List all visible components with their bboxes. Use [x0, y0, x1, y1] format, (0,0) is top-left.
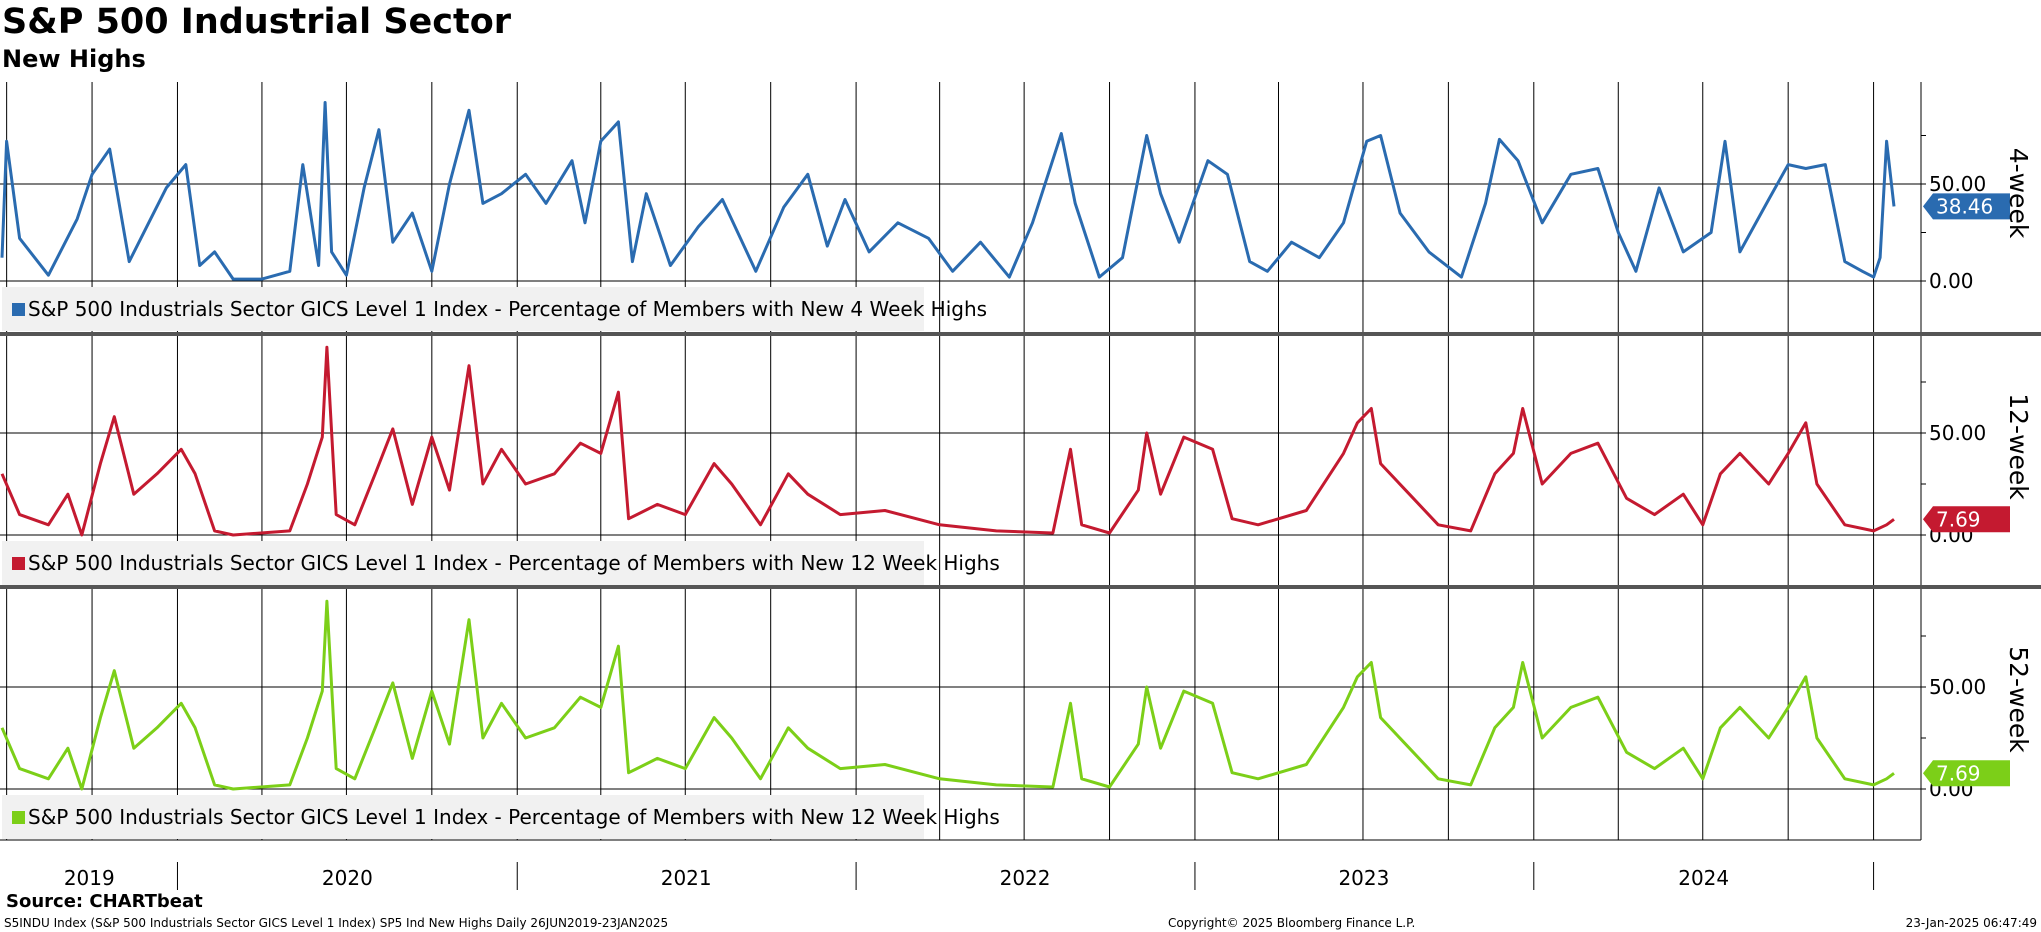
panel-separator — [0, 332, 2041, 336]
panel-side-label: 52-week — [2004, 646, 2033, 753]
x-tick-label: 2021 — [661, 866, 712, 890]
x-tick-label: 2019 — [64, 866, 115, 890]
last-value-label: 38.46 — [1936, 194, 1993, 218]
legend-swatch — [12, 811, 25, 824]
legend-label: S&P 500 Industrials Sector GICS Level 1 … — [28, 805, 1000, 829]
x-tick-label: 2022 — [1000, 866, 1051, 890]
series-line-4-week — [0, 101, 1896, 281]
panel-side-label: 4-week — [2004, 148, 2033, 239]
y-tick-label: 0.00 — [1929, 269, 1974, 293]
panel-4-week: 50.00 0.00 38.46 4-week S&P 500 Industrials … — [0, 82, 2033, 334]
legend-box — [2, 795, 924, 839]
legend-box — [2, 541, 924, 585]
series-line-52-week — [0, 599, 1895, 791]
last-value-flag — [1923, 193, 2010, 220]
x-tick-label: 2024 — [1678, 866, 1729, 890]
series-line-12-week — [0, 345, 1895, 537]
panel-separator — [0, 585, 2041, 589]
x-tick-label: 2020 — [322, 866, 373, 890]
last-value-label: 7.69 — [1936, 761, 1981, 785]
y-tick-label: 50.00 — [1929, 675, 1986, 699]
chart-title: S&P 500 Industrial Sector — [2, 2, 512, 42]
source-note: Source: CHARTbeat — [6, 891, 203, 912]
panel-side-label: 12-week — [2004, 393, 2033, 500]
legend-swatch — [12, 303, 25, 316]
last-value-flag — [1923, 760, 2010, 787]
last-value-label: 7.69 — [1936, 507, 1981, 531]
y-tick-label: 50.00 — [1929, 421, 1986, 445]
legend-label: S&P 500 Industrials Sector GICS Level 1 … — [28, 297, 987, 321]
legend-swatch — [12, 557, 25, 570]
footer-index-description: S5INDU Index (S&P 500 Industrials Sector… — [4, 916, 669, 930]
footer-copyright: Copyright© 2025 Bloomberg Finance L.P. — [1168, 916, 1416, 930]
legend-label: S&P 500 Industrials Sector GICS Level 1 … — [28, 551, 1000, 575]
chart-subtitle: New Highs — [2, 45, 146, 73]
last-value-flag — [1923, 506, 2010, 533]
footer-timestamp: 23-Jan-2025 06:47:49 — [1905, 916, 2037, 930]
x-tick-label: 2023 — [1338, 866, 1389, 890]
legend-box — [2, 287, 924, 331]
y-tick-label: 50.00 — [1929, 172, 1986, 196]
